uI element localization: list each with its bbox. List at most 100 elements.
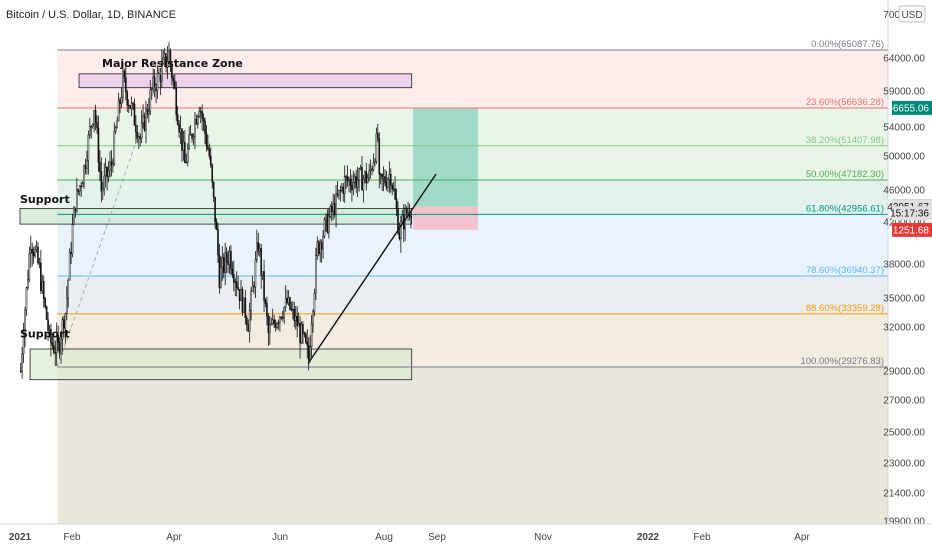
time-tick: 2021: [9, 532, 32, 543]
candle-body: [119, 99, 121, 104]
zone-box-0: [78, 73, 413, 89]
candle-body: [328, 216, 330, 233]
candle-body: [221, 257, 224, 268]
currency-badge[interactable]: USD: [898, 5, 926, 23]
candle-body: [320, 242, 323, 250]
candle-body: [322, 235, 324, 250]
candle-body: [150, 88, 153, 91]
time-axis[interactable]: 2021 Feb Apr Jun Aug Sep Nov 2022 Feb Apr: [0, 523, 932, 543]
candle-body: [202, 117, 205, 122]
candle-body: [356, 179, 359, 188]
candle-body: [353, 176, 356, 183]
candle-body: [407, 212, 409, 215]
candle-body: [65, 297, 68, 314]
candle-body: [233, 274, 235, 283]
candle-body: [37, 246, 39, 264]
candle-body: [315, 255, 317, 294]
candle-body: [339, 189, 342, 192]
candle-body: [400, 221, 402, 239]
candle-body: [325, 214, 327, 220]
candle-body: [109, 161, 111, 171]
candle-body: [103, 175, 106, 189]
fib-label-2: 38.20%(51407.98): [806, 135, 884, 146]
price-axis[interactable]: 70000.0064000.0059000.0054000.0050000.00…: [883, 0, 932, 528]
candle-body: [123, 71, 126, 78]
candle-body: [70, 251, 72, 255]
position-target-area[interactable]: [413, 107, 478, 207]
candle-body: [257, 242, 260, 252]
candle-body: [34, 249, 36, 257]
candle-body: [74, 207, 77, 212]
candle-body: [313, 292, 316, 312]
candle-body: [264, 300, 267, 304]
candle-body: [348, 178, 350, 182]
candle-body: [197, 116, 199, 125]
candle-body: [290, 308, 293, 311]
annotations: Major Resistance Zone Support Support: [20, 57, 243, 340]
candle-body: [100, 171, 103, 192]
support-trendline[interactable]: [307, 173, 437, 365]
candle-body: [143, 115, 146, 131]
candle-body: [145, 108, 147, 131]
candle-body: [208, 148, 211, 157]
candle-body: [181, 128, 183, 151]
long-position-tool[interactable]: [413, 107, 478, 230]
candle-body: [341, 186, 343, 191]
candle-body: [158, 72, 160, 75]
candle-body: [50, 328, 52, 344]
fib-label-1: 23.60%(56636.28): [806, 97, 884, 108]
candle-body: [394, 188, 396, 200]
candle-body: [178, 124, 180, 133]
fib-label-5: 78.60%(36940.37): [806, 265, 884, 276]
position-stop-area[interactable]: [413, 206, 478, 230]
candle-body: [378, 138, 381, 175]
candle-body: [269, 324, 271, 333]
candle-body: [258, 248, 261, 252]
candle-body: [303, 332, 306, 335]
candle-body: [379, 173, 382, 176]
candle-body: [135, 124, 137, 133]
price-tick: 35000.00: [883, 294, 925, 305]
candle-body: [24, 309, 26, 336]
candle-body: [395, 198, 398, 209]
candle-body: [44, 298, 46, 307]
time-tick: Jun: [272, 532, 288, 543]
price-tick: 23000.00: [883, 459, 925, 470]
candle-body: [316, 241, 319, 256]
trendline[interactable]: [57, 49, 437, 368]
candle-body: [244, 297, 247, 319]
candle-body: [205, 133, 208, 147]
candle-body: [343, 176, 346, 194]
candle-body: [116, 120, 118, 129]
candle-body: [243, 297, 245, 313]
candle-body: [83, 165, 85, 184]
candle-body: [35, 246, 38, 250]
candle-body: [48, 328, 51, 331]
candle-body: [64, 313, 67, 329]
candle-body: [338, 189, 340, 196]
candle-body: [391, 184, 394, 190]
candle-body: [80, 185, 82, 188]
candle-body: [53, 345, 55, 353]
candle-body: [22, 334, 25, 355]
candle-body: [256, 242, 258, 260]
candle-body: [42, 281, 45, 299]
candle-body: [234, 281, 237, 283]
candle-body: [284, 298, 287, 308]
candle-body: [270, 323, 273, 326]
candle-body: [40, 262, 42, 291]
candle-body: [254, 259, 257, 288]
candle-body: [369, 168, 372, 172]
candle-body: [240, 288, 242, 301]
candle-body: [28, 253, 31, 280]
candle-body: [366, 177, 369, 184]
annotation-label-1: Support: [20, 193, 70, 206]
time-tick: Feb: [63, 532, 81, 543]
price-label-3: 15:17:36: [890, 209, 929, 220]
fib-label-4: 61.80%(42956.61): [806, 203, 884, 214]
candle-body: [305, 333, 307, 343]
candle-body: [179, 128, 182, 133]
candle-body: [188, 134, 190, 149]
candle-body: [55, 334, 58, 354]
